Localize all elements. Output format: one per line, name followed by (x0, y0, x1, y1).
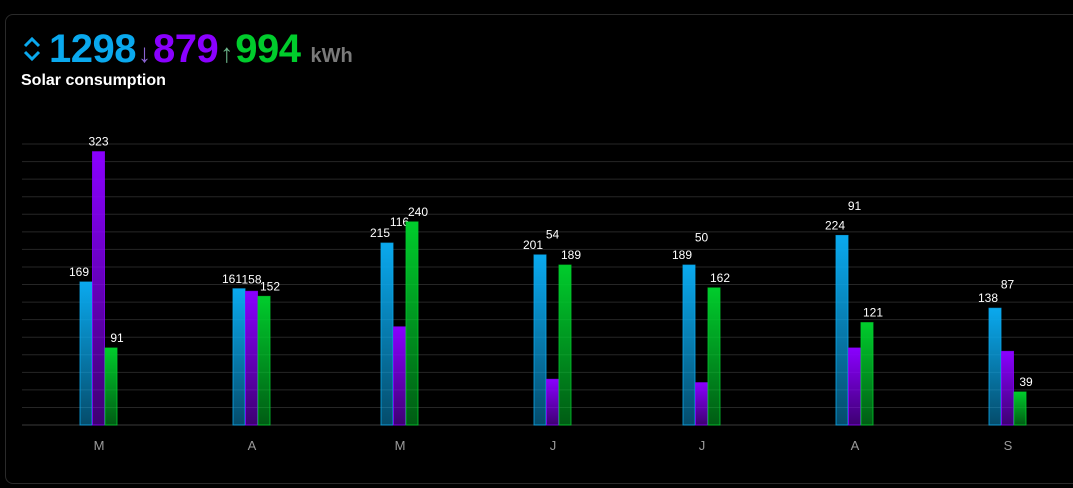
data-label: 91 (110, 331, 124, 345)
bar-blue-5 (836, 235, 848, 425)
data-label: 240 (408, 205, 428, 219)
bar-green-1 (258, 296, 270, 425)
x-tick-label: A (248, 438, 257, 453)
x-tick-label: S (1004, 438, 1013, 453)
x-tick-label: M (395, 438, 406, 453)
x-tick-label: A (851, 438, 860, 453)
bar-purple-1 (246, 291, 258, 425)
bar-green-0 (105, 348, 117, 425)
bar-purple-3 (547, 379, 559, 425)
data-label: 91 (848, 199, 862, 213)
data-label: 201 (523, 238, 543, 252)
bar-green-2 (406, 222, 418, 425)
bar-purple-4 (696, 383, 708, 425)
data-label: 138 (978, 291, 998, 305)
x-tick-label: J (550, 438, 557, 453)
data-label: 158 (241, 272, 261, 286)
data-label: 54 (546, 227, 560, 241)
bar-blue-6 (989, 308, 1001, 425)
x-tick-label: M (94, 438, 105, 453)
data-label: 50 (695, 231, 709, 245)
x-tick-label: J (699, 438, 706, 453)
bar-blue-3 (534, 255, 546, 425)
data-label: 215 (370, 226, 390, 240)
data-label: 121 (863, 306, 883, 320)
bar-blue-1 (233, 289, 245, 425)
bar-purple-0 (93, 152, 105, 425)
bar-blue-2 (381, 243, 393, 425)
bar-green-4 (708, 288, 720, 425)
data-label: 189 (561, 248, 581, 262)
bar-purple-5 (849, 348, 861, 425)
bar-green-3 (559, 265, 571, 425)
data-label: 39 (1019, 375, 1033, 389)
data-label: 224 (825, 218, 845, 232)
bar-purple-6 (1002, 351, 1014, 425)
data-label: 189 (672, 248, 692, 262)
bar-purple-2 (394, 327, 406, 425)
bar-green-5 (861, 323, 873, 425)
data-label: 162 (710, 271, 730, 285)
data-label: 323 (88, 135, 108, 149)
data-label: 152 (260, 279, 280, 293)
bar-blue-4 (683, 265, 695, 425)
data-label: 87 (1001, 277, 1015, 291)
bar-blue-0 (80, 282, 92, 425)
data-label: 161 (222, 272, 242, 286)
bar-green-6 (1014, 392, 1026, 425)
data-label: 169 (69, 265, 89, 279)
